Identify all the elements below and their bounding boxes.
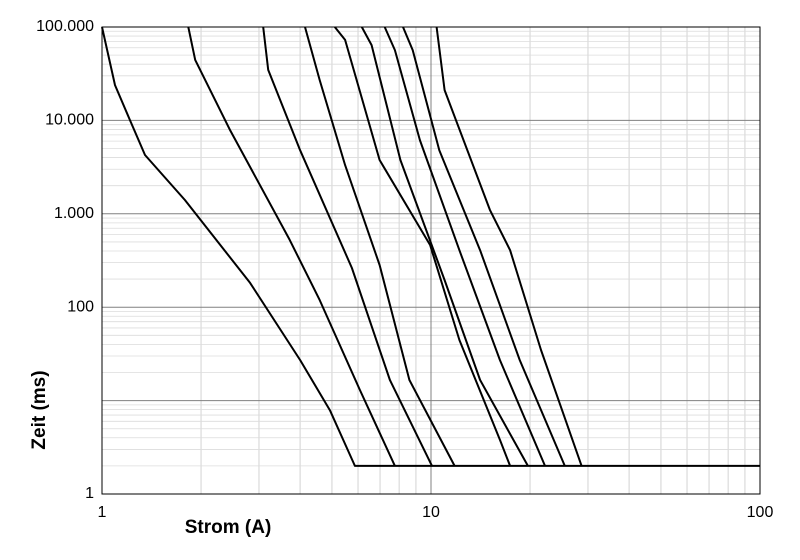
y-tick-label: 10.000 <box>45 112 94 129</box>
curve <box>262 26 433 467</box>
y-axis-title: Zeit (ms) <box>29 370 50 449</box>
y-tick-label: 1.000 <box>54 205 94 222</box>
curve <box>402 26 566 467</box>
x-tick-label: 10 <box>422 504 440 521</box>
y-tick-label: 100.000 <box>36 18 94 35</box>
y-tick-label: 1 <box>85 485 94 502</box>
plot-frame <box>101 26 761 495</box>
curve <box>435 26 583 467</box>
x-tick-label: 1 <box>98 504 107 521</box>
x-tick-label: 100 <box>747 504 774 521</box>
curve <box>383 26 546 467</box>
x-axis-title: Strom (A) <box>185 517 272 538</box>
curve <box>304 26 456 467</box>
curve <box>334 26 512 467</box>
curve <box>101 26 760 467</box>
curve <box>187 26 396 467</box>
y-tick-label: 100 <box>67 298 94 315</box>
curve <box>360 26 529 467</box>
